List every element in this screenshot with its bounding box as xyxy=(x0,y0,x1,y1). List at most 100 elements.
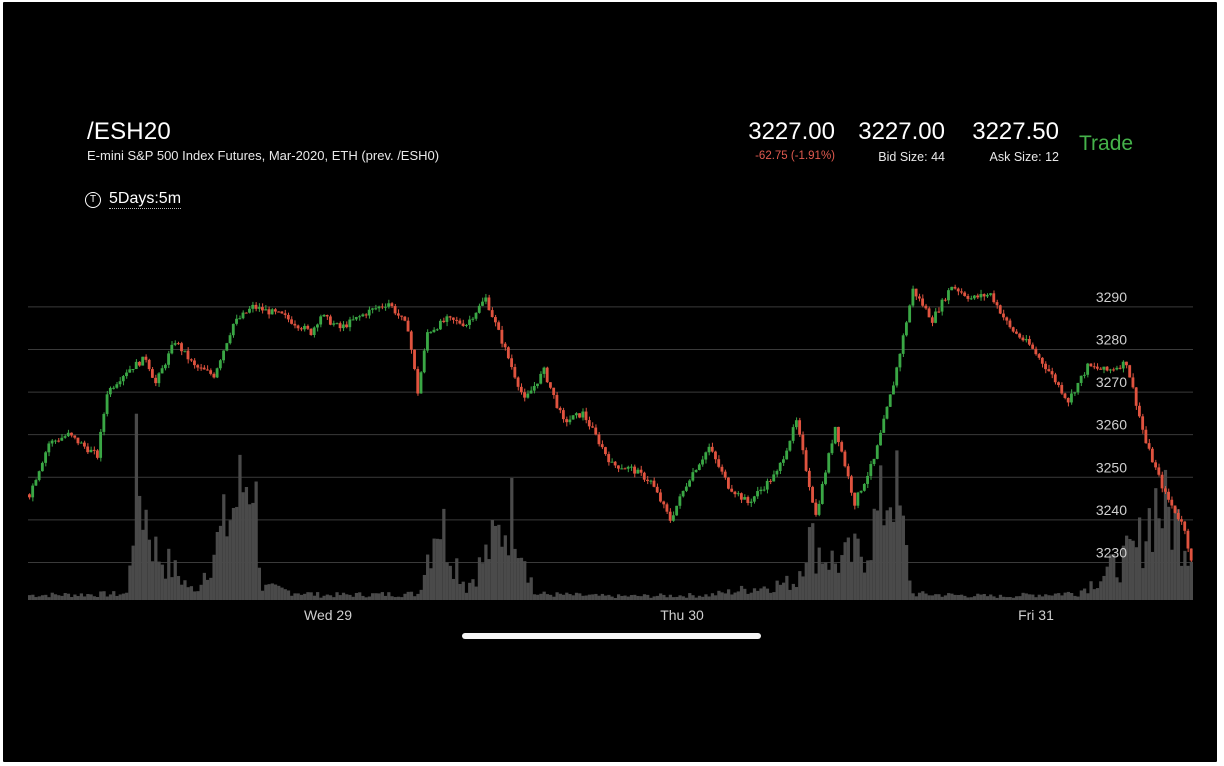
volume-bar xyxy=(442,508,446,600)
volume-bar xyxy=(1144,541,1148,600)
volume-bar xyxy=(633,594,637,600)
candle xyxy=(665,504,669,512)
volume-bar xyxy=(202,572,206,600)
volume-bar xyxy=(83,596,87,600)
candle xyxy=(571,415,575,420)
chart-period-selector[interactable]: T 5Days:5m xyxy=(85,190,182,209)
volume-bar xyxy=(37,596,41,600)
candle xyxy=(859,490,863,493)
volume-bar xyxy=(555,592,559,600)
volume-bar xyxy=(561,594,566,600)
volume-bar xyxy=(714,595,718,600)
volume-bar xyxy=(1102,575,1106,600)
volume-bar xyxy=(882,525,886,600)
volume-bar xyxy=(862,572,867,600)
volume-bar xyxy=(306,592,310,600)
volume-bar xyxy=(222,494,226,600)
candle xyxy=(218,360,222,369)
candle xyxy=(1115,367,1119,370)
volume-bar xyxy=(309,592,313,600)
candle xyxy=(121,376,125,382)
volume-bar xyxy=(354,592,359,600)
volume-bar xyxy=(257,567,261,600)
volume-bar xyxy=(1186,565,1190,600)
candle xyxy=(1137,405,1141,417)
volume-bar xyxy=(170,577,174,600)
ask-size: Ask Size: 12 xyxy=(989,150,1059,164)
candle xyxy=(125,372,128,377)
candle xyxy=(545,367,549,383)
volume-bar xyxy=(1170,549,1174,600)
candle xyxy=(244,312,248,314)
candle xyxy=(765,480,769,490)
candle xyxy=(316,324,319,328)
volume-bar xyxy=(950,593,954,600)
volume-bar xyxy=(53,594,58,600)
candle xyxy=(79,442,83,444)
volume-bar xyxy=(937,594,941,600)
volume-bar xyxy=(390,596,394,600)
volume-bar xyxy=(374,593,378,600)
candle xyxy=(154,377,158,384)
volume-bar xyxy=(739,585,744,600)
candle xyxy=(238,318,242,320)
volume-bar xyxy=(1027,594,1032,600)
volume-bar xyxy=(1015,596,1019,600)
candle xyxy=(445,316,449,322)
volume-bar xyxy=(681,596,685,600)
candle xyxy=(837,426,840,443)
candle xyxy=(532,385,536,391)
candle xyxy=(691,472,695,481)
candle xyxy=(167,353,170,365)
candle xyxy=(979,294,983,298)
candle xyxy=(403,316,407,321)
candle xyxy=(613,461,617,466)
volume-bar xyxy=(827,569,831,600)
candle xyxy=(659,492,662,502)
candle xyxy=(277,311,281,313)
candle xyxy=(833,426,837,444)
price-chart[interactable]: 3230 3240 3250 3260 3270 3280 3290 Wed 29 Thu 3… xyxy=(3,2,1217,662)
candle xyxy=(1154,462,1158,468)
volume-bar xyxy=(688,593,692,600)
candle xyxy=(319,316,323,325)
symbol-title: /ESH20 xyxy=(87,118,171,145)
volume-bar xyxy=(1060,595,1064,600)
candle xyxy=(523,392,526,398)
candle xyxy=(1167,491,1170,500)
candle xyxy=(649,480,653,482)
volume-bar xyxy=(358,592,362,600)
volume-bar xyxy=(1011,597,1016,600)
candle xyxy=(322,314,326,317)
candle xyxy=(743,497,747,500)
volume-bar xyxy=(510,478,514,600)
volume-bar xyxy=(587,594,592,600)
candle xyxy=(591,426,594,428)
candle xyxy=(1144,429,1148,444)
volume-bar xyxy=(620,595,624,600)
volume-bar xyxy=(704,594,708,600)
candle xyxy=(338,323,342,329)
candle xyxy=(1060,385,1064,394)
candle xyxy=(40,462,44,472)
volume-bar xyxy=(60,595,64,600)
candle xyxy=(714,451,717,460)
candle xyxy=(756,491,759,497)
volume-bar xyxy=(798,571,802,600)
volume-bar xyxy=(727,589,731,600)
volume-bar xyxy=(426,554,430,600)
volume-bar xyxy=(403,593,407,600)
volume-bar xyxy=(319,597,323,600)
volume-bar xyxy=(286,590,291,600)
volume-bar xyxy=(189,586,194,600)
candle xyxy=(273,309,277,312)
volume-bar xyxy=(1095,588,1100,600)
trade-button[interactable]: Trade xyxy=(1079,132,1134,155)
volume-bar xyxy=(526,582,530,600)
candle xyxy=(794,420,798,428)
candle xyxy=(549,382,552,388)
candle xyxy=(299,328,303,330)
candle xyxy=(189,359,193,361)
candle xyxy=(1176,512,1180,520)
candle xyxy=(34,480,38,486)
